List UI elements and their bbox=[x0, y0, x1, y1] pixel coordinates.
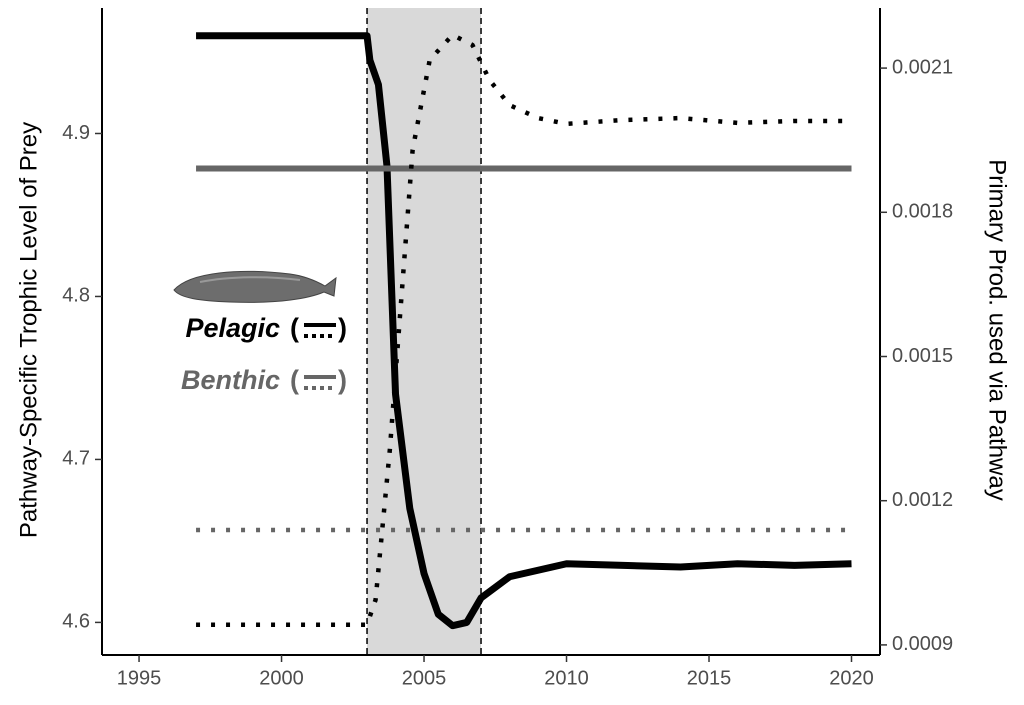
y-axis-title: Pathway-Specific Trophic Level of Prey bbox=[15, 122, 42, 538]
legend-entry: Pelagic () bbox=[185, 313, 347, 343]
legend-label: Pelagic bbox=[185, 313, 280, 343]
legend-bracket: ( bbox=[290, 365, 299, 395]
x-tick-label: 1995 bbox=[117, 667, 162, 689]
x-tick-label: 2010 bbox=[544, 667, 589, 689]
y-tick-label: 4.6 bbox=[62, 611, 90, 633]
y2-tick-label: 0.0015 bbox=[892, 345, 953, 367]
y2-tick-label: 0.0021 bbox=[892, 56, 953, 78]
chart: Pathway-Specific Trophic Level of Prey P… bbox=[0, 0, 1024, 700]
y-tick-label: 4.8 bbox=[62, 285, 90, 307]
legend-bracket: ) bbox=[338, 313, 347, 343]
y2-tick-label: 0.0018 bbox=[892, 201, 953, 223]
legend-entry: Benthic () bbox=[181, 365, 347, 395]
legend-label: Benthic bbox=[181, 365, 280, 395]
y-tick-label: 4.7 bbox=[62, 448, 90, 470]
legend-bracket: ( bbox=[290, 313, 299, 343]
x-tick-label: 2000 bbox=[259, 667, 304, 689]
y2-tick-label: 0.0009 bbox=[892, 633, 953, 655]
x-tick-label: 2015 bbox=[687, 667, 732, 689]
fish-icon bbox=[174, 271, 336, 302]
y2-axis-title: Primary Prod. used via Pathway bbox=[984, 159, 1011, 500]
legend-bracket: ) bbox=[338, 365, 347, 395]
x-tick-label: 2020 bbox=[829, 667, 874, 689]
y-tick-label: 4.9 bbox=[62, 122, 90, 144]
x-tick-label: 2005 bbox=[402, 667, 447, 689]
y2-tick-label: 0.0012 bbox=[892, 489, 953, 511]
